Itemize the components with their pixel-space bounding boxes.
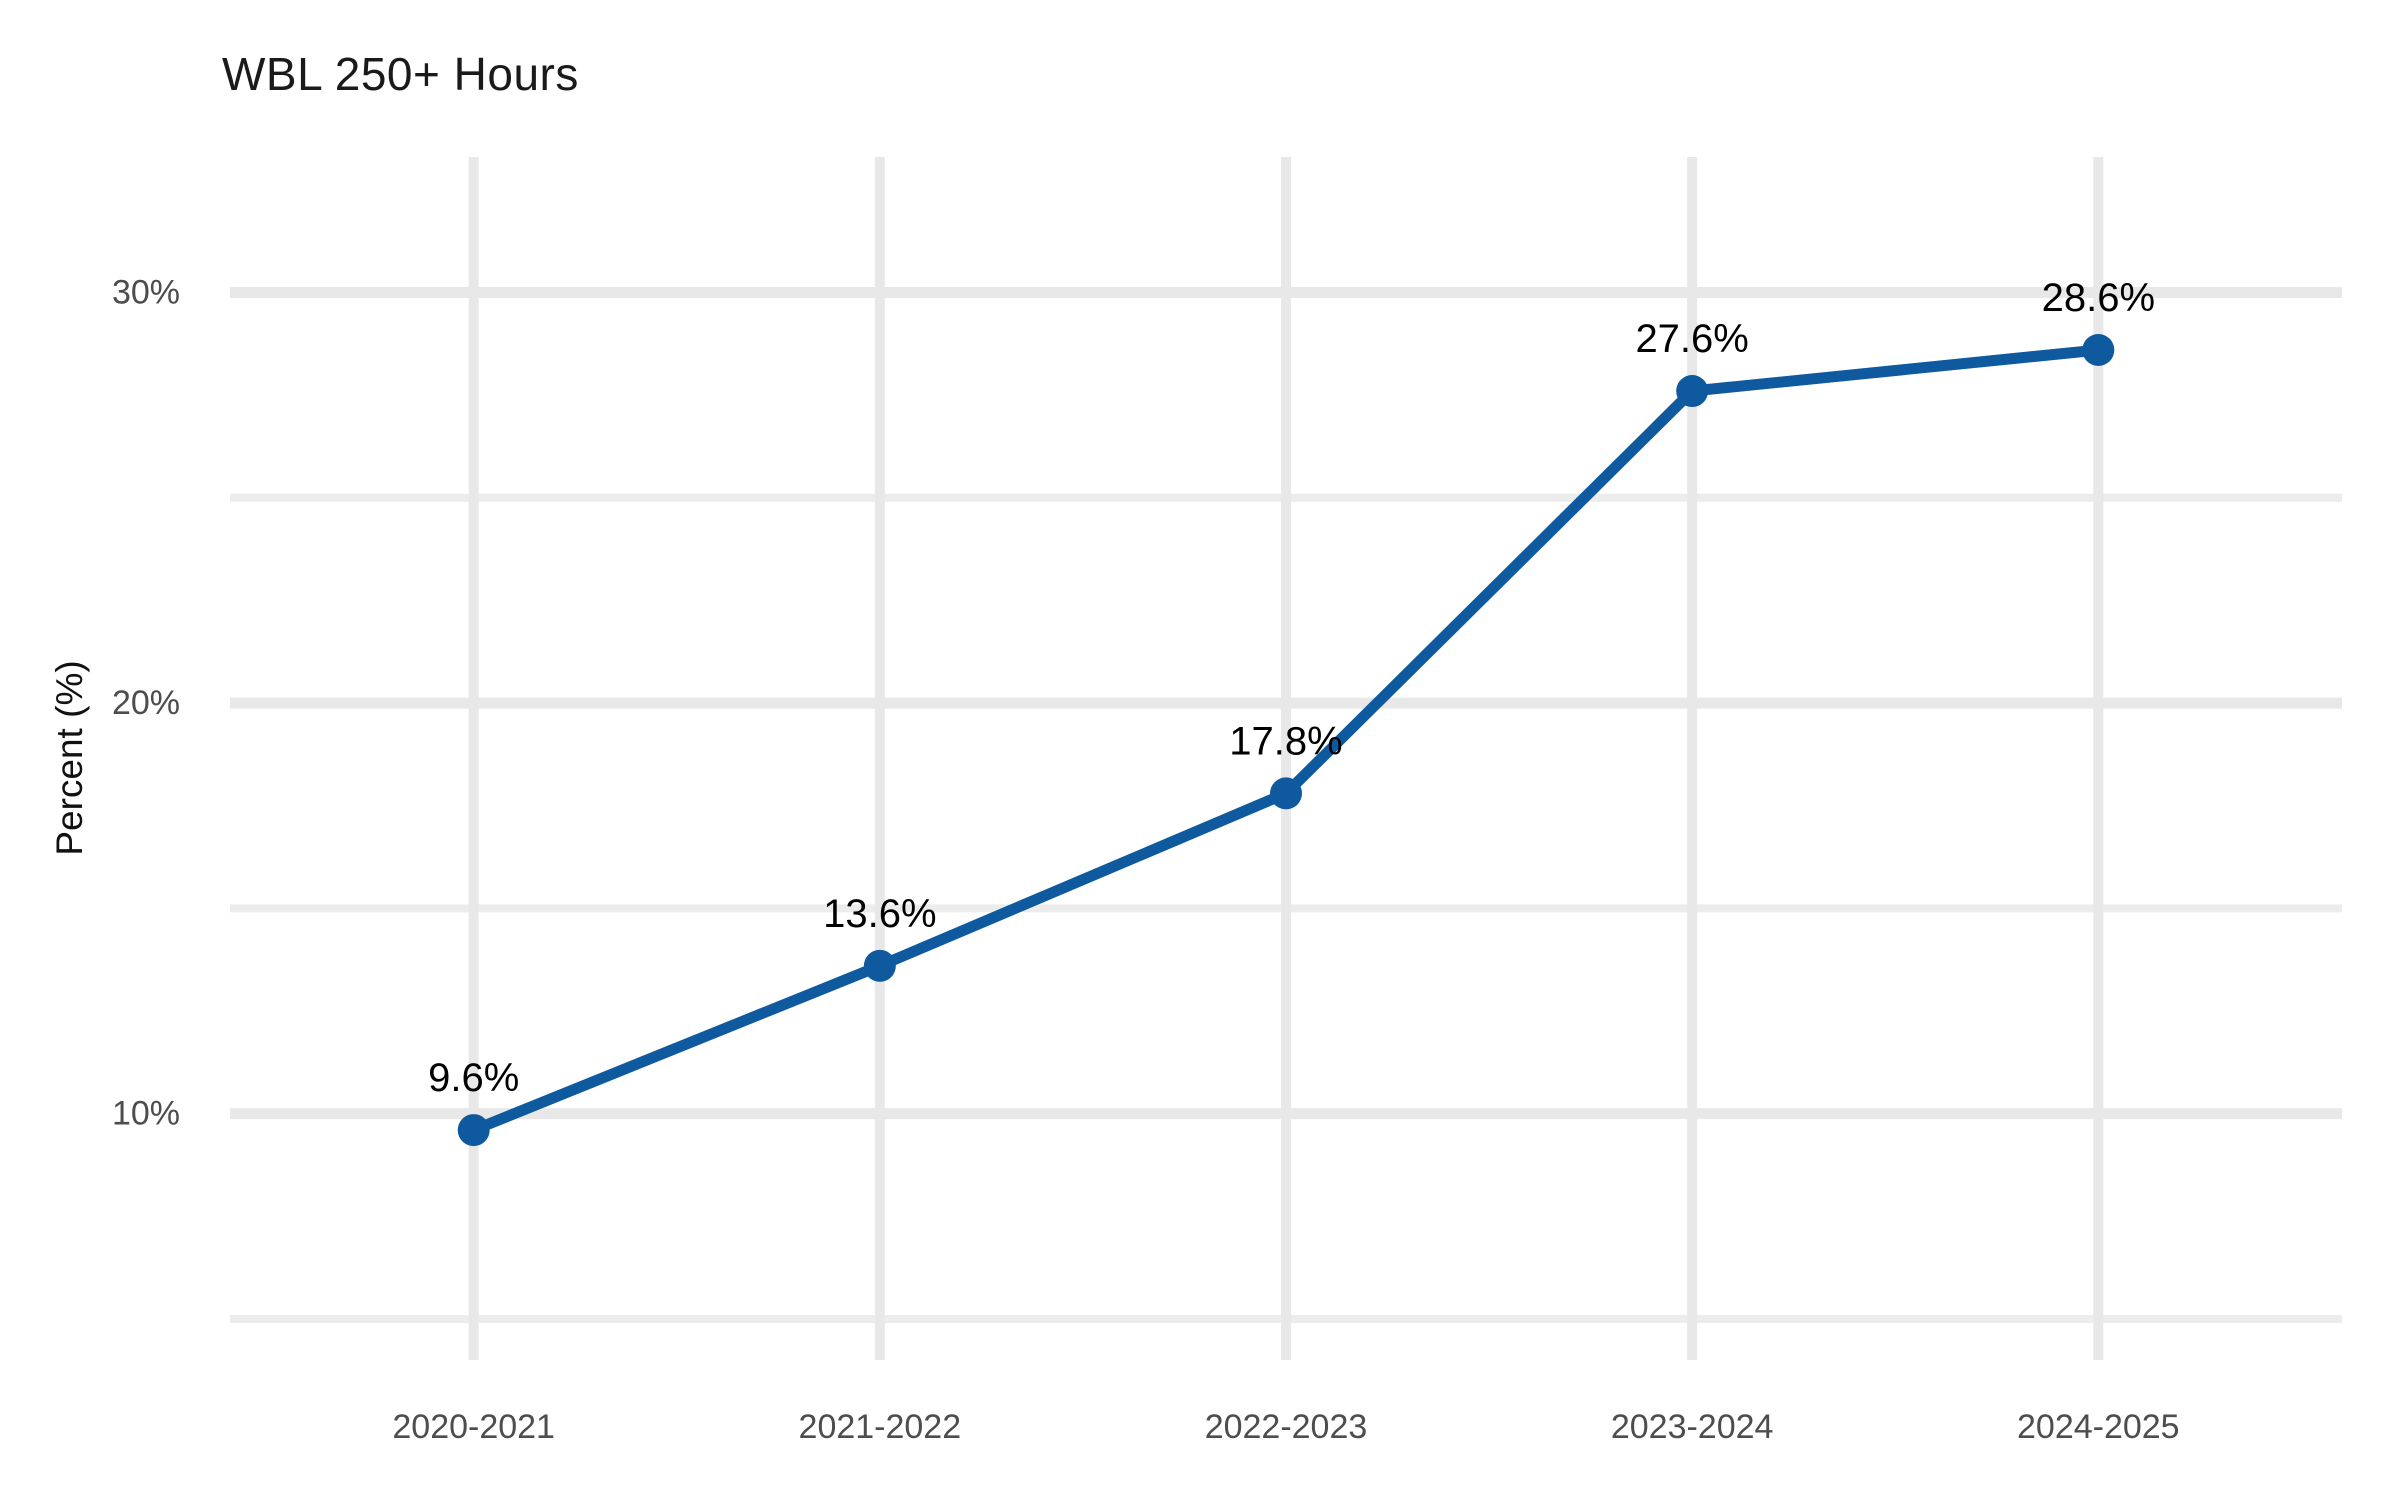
data-point-label: 13.6%: [823, 892, 936, 936]
data-point-label: 9.6%: [428, 1056, 519, 1100]
x-tick-label: 2020-2021: [392, 1408, 555, 1446]
data-point-label: 27.6%: [1635, 317, 1748, 361]
data-point: [2082, 333, 2115, 366]
data-point: [1270, 777, 1302, 810]
x-tick-label: 2022-2023: [1205, 1408, 1368, 1446]
data-point-label: 28.6%: [2042, 276, 2155, 320]
y-tick-label: 30%: [112, 273, 180, 311]
x-tick-label: 2023-2024: [1611, 1408, 1774, 1446]
data-point: [863, 949, 896, 982]
y-tick-label: 10%: [112, 1095, 180, 1133]
chart-title: WBL 250+ Hours: [222, 48, 579, 100]
data-point: [1676, 375, 1709, 408]
x-tick-label: 2024-2025: [2017, 1408, 2180, 1446]
x-tick-label: 2021-2022: [799, 1408, 962, 1446]
data-point: [457, 1114, 490, 1147]
data-point-label: 17.8%: [1229, 719, 1342, 763]
y-tick-label: 20%: [112, 684, 180, 722]
